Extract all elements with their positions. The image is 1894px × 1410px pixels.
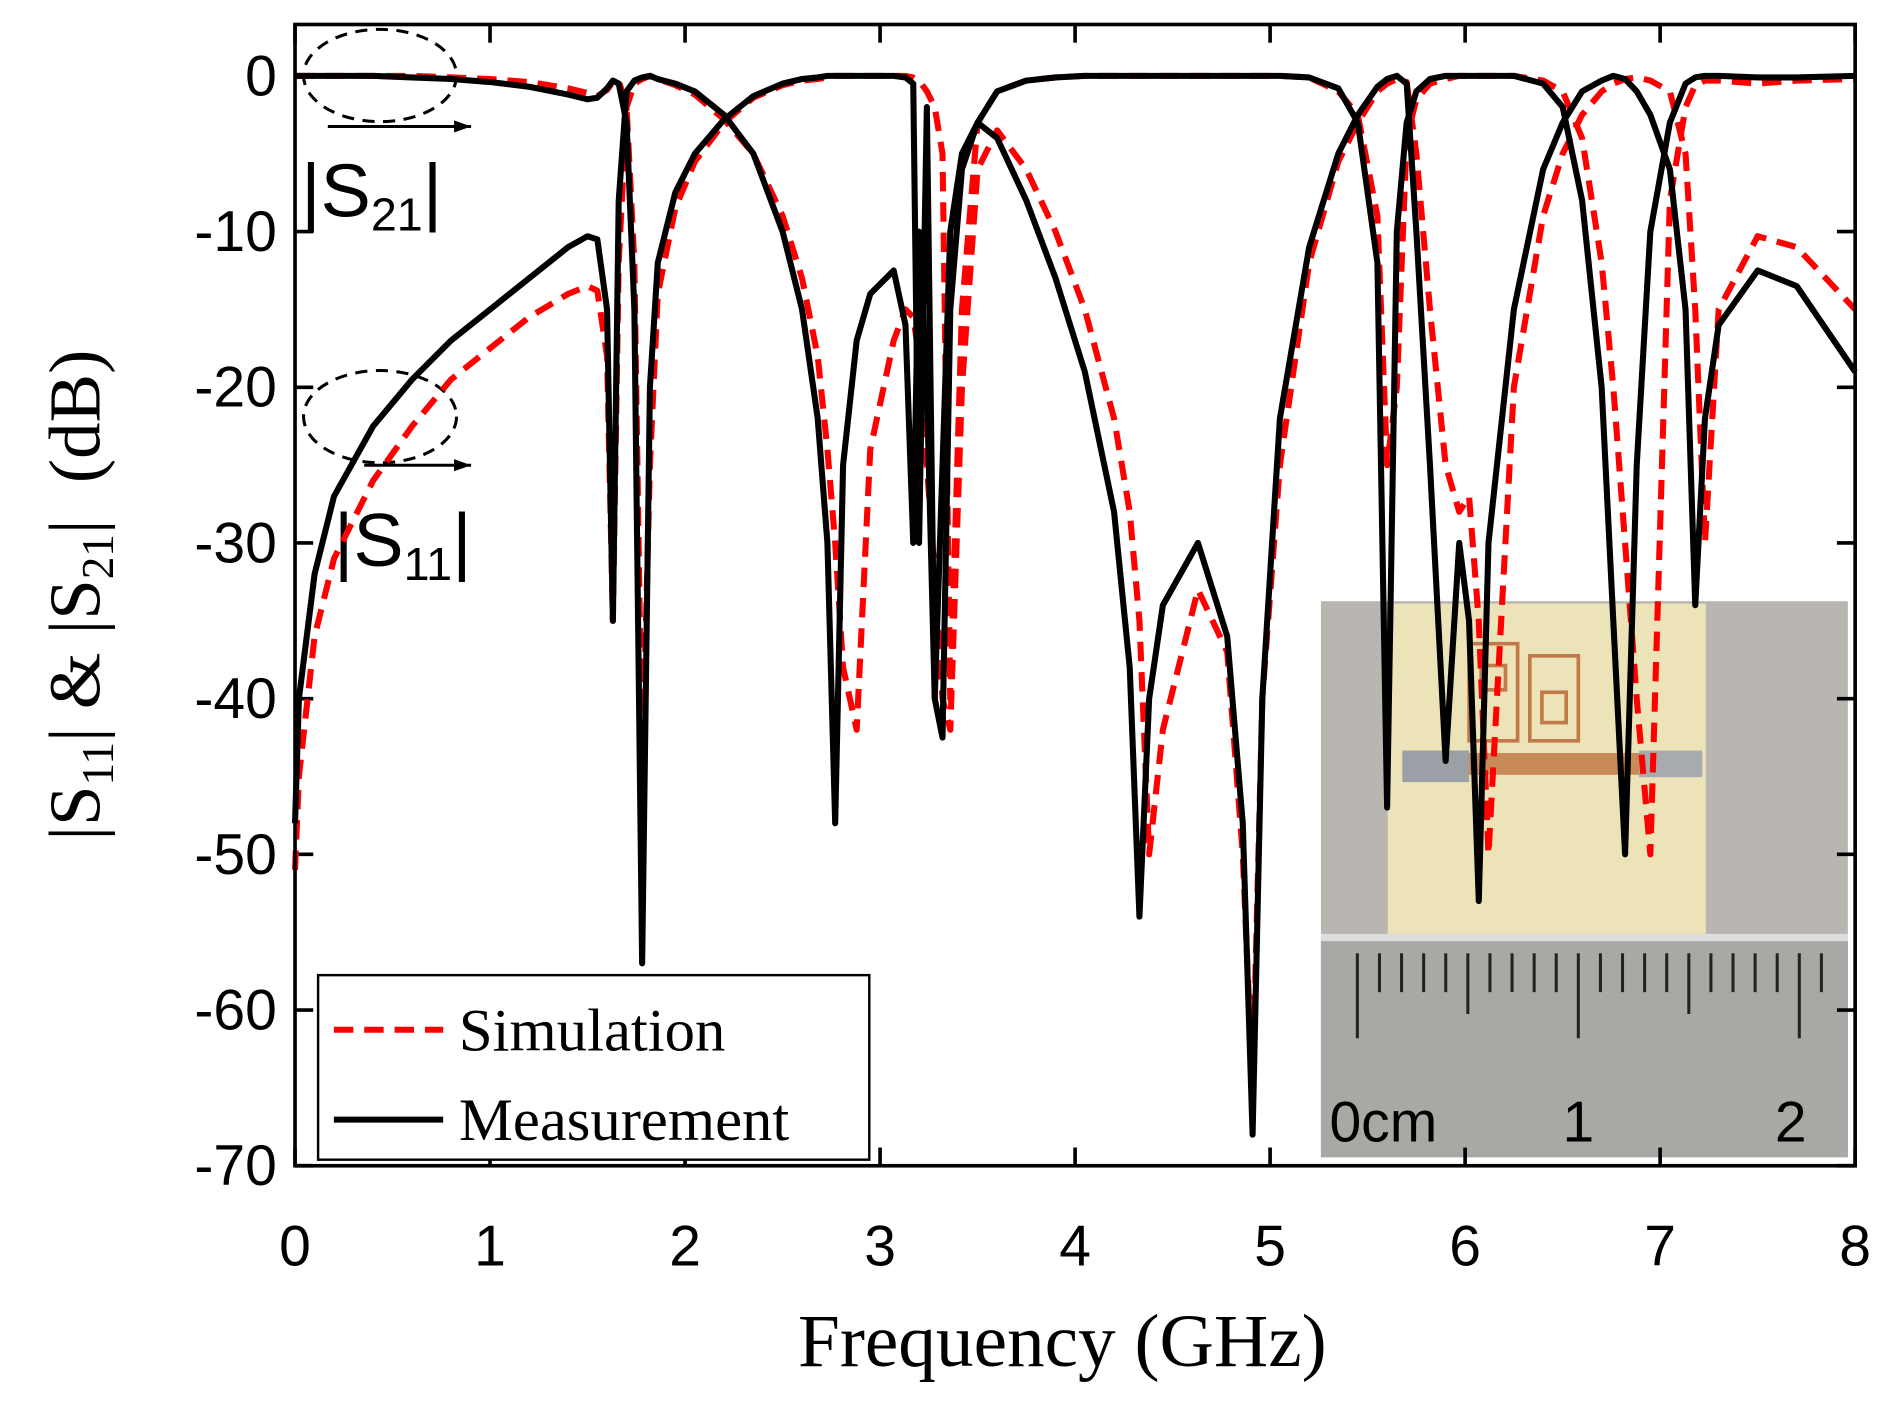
- subscript: 11: [73, 742, 123, 785]
- y-tick-label: -20: [194, 356, 276, 420]
- solder-right: [1639, 750, 1703, 778]
- ruler-label: 1: [1562, 1090, 1594, 1154]
- solder-left: [1402, 750, 1470, 783]
- y-axis-label: |S11| & |S21| (dB): [35, 350, 124, 841]
- x-tick-label: 0: [279, 1214, 311, 1278]
- curves: [291, 72, 1858, 1138]
- x-axis-label: Frequency (GHz): [798, 1300, 1327, 1383]
- y-tick-label: -60: [194, 978, 276, 1042]
- subscript: 11: [404, 538, 452, 590]
- legend-box: [316, 973, 871, 1161]
- arrow-head: [454, 120, 472, 133]
- series-line: [291, 72, 1858, 1138]
- ruler-label: 0cm: [1329, 1090, 1437, 1154]
- legend-label: Simulation: [459, 997, 725, 1064]
- x-tick-label: 8: [1839, 1214, 1871, 1278]
- legend: Simulation Measurement: [316, 973, 871, 1161]
- ruler-label: 2: [1775, 1090, 1807, 1154]
- legend-label: Measurement: [459, 1087, 789, 1154]
- x-tick-label: 3: [864, 1214, 896, 1278]
- text-part: |: [452, 498, 472, 582]
- ellipse: [302, 368, 459, 465]
- y-tick-label: -10: [194, 200, 276, 264]
- ruler-ticks: [1355, 953, 1823, 1039]
- plot-frame: [293, 22, 1857, 1168]
- text-part: |S: [301, 148, 371, 232]
- x-tick-label: 1: [474, 1214, 506, 1278]
- y-tick-label: -40: [194, 667, 276, 731]
- annotation: |S21|: [301, 148, 442, 240]
- y-tick-label: 0: [245, 44, 277, 108]
- y-tick-label: -50: [194, 823, 276, 887]
- text-part: |S: [35, 786, 116, 841]
- text-part: |: [423, 148, 443, 232]
- y-tick-label: -70: [194, 1134, 276, 1198]
- inset-photo: 0cm 1 2: [1320, 601, 1848, 1158]
- subscript: 21: [371, 188, 423, 240]
- series-line: [295, 72, 1856, 967]
- x-tick-label: 7: [1644, 1214, 1676, 1278]
- subscript: 21: [73, 534, 123, 579]
- x-tick-label: 4: [1059, 1214, 1091, 1278]
- axes: 0 1 2 3 4 5 6 7 8 -70 -60 -50 -40 -30 -20 -10 0: [194, 24, 1871, 1278]
- x-tick-label: 2: [669, 1214, 701, 1278]
- text-part: | (dB): [35, 350, 116, 535]
- x-tick-label: 5: [1254, 1214, 1286, 1278]
- ruler: [1320, 935, 1848, 1158]
- text-part: | & |S: [35, 579, 116, 742]
- y-tick-label: -30: [194, 511, 276, 575]
- arrow-head: [454, 459, 472, 472]
- x-tick-label: 6: [1449, 1214, 1481, 1278]
